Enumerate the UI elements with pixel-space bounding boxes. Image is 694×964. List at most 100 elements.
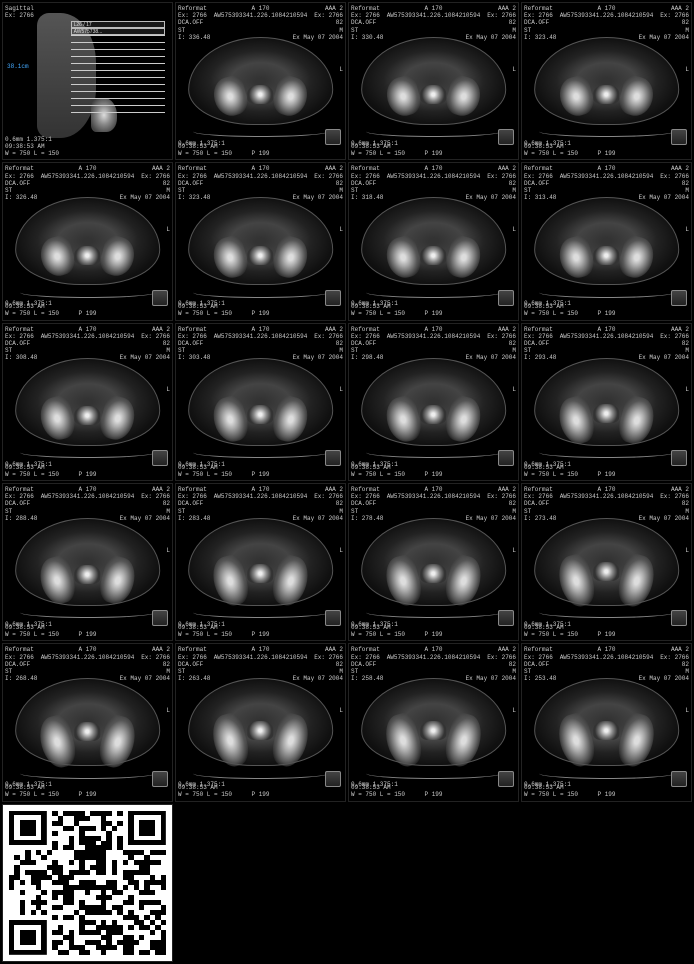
- slice-meta-bl: 09:38:53 AMW = 750 L = 150: [178, 143, 232, 157]
- ct-axial-image: [361, 678, 507, 766]
- slice-meta-bl: 09:38:53 AMW = 750 L = 150: [351, 143, 405, 157]
- table-curve: [193, 768, 328, 779]
- ct-slice-cell[interactable]: ReformatEx: 2766DCA.OFFSTI: 318.48 A 170…: [348, 162, 519, 320]
- slice-meta-tr: AAA 2Ex: 276682MEx May 07 2004: [639, 326, 689, 362]
- ct-slice-cell[interactable]: ReformatEx: 2766DCA.OFFSTI: 298.48 A 170…: [348, 323, 519, 481]
- table-curve: [539, 126, 674, 137]
- orientation-marker-right: L: [512, 386, 516, 393]
- ct-slice-cell[interactable]: ReformatEx: 2766DCA.OFFSTI: 293.48 A 170…: [521, 323, 692, 481]
- ct-slice-cell[interactable]: ReformatEx: 2766DCA.OFFSTI: 273.48 A 170…: [521, 483, 692, 641]
- table-curve: [193, 607, 328, 618]
- ct-slice-cell[interactable]: ReformatEx: 2766DCA.OFFSTI: 313.48 A 170…: [521, 162, 692, 320]
- orientation-cube-icon: [325, 771, 341, 787]
- slice-position: P 199: [78, 791, 96, 798]
- slice-reference-lines: L26 / 17 AW575738...: [71, 21, 166, 119]
- table-curve: [20, 447, 155, 458]
- table-curve: [539, 447, 674, 458]
- ct-slice-cell[interactable]: ReformatEx: 2766DCA.OFFSTI: 253.48 A 170…: [521, 643, 692, 801]
- slice-meta-tr: AAA 2Ex: 276682MEx May 07 2004: [120, 165, 170, 201]
- ct-slice-cell[interactable]: ReformatEx: 2766DCA.OFFSTI: 336.48 A 170…: [175, 2, 346, 160]
- orientation-cube-icon: [152, 771, 168, 787]
- slice-meta-bl: 09:38:53 AMW = 750 L = 150: [524, 624, 578, 638]
- orientation-marker-right: L: [339, 66, 343, 73]
- table-curve: [20, 768, 155, 779]
- ct-slice-cell[interactable]: ReformatEx: 2766DCA.OFFSTI: 323.48 A 170…: [175, 162, 346, 320]
- ct-slice-cell[interactable]: ReformatEx: 2766DCA.OFFSTI: 258.48 A 170…: [348, 643, 519, 801]
- slice-meta-tl: ReformatEx: 2766DCA.OFFSTI: 288.48: [5, 486, 37, 522]
- slice-meta-tl: ReformatEx: 2766DCA.OFFSTI: 253.48: [524, 646, 556, 682]
- ct-slice-cell[interactable]: ReformatEx: 2766DCA.OFFSTI: 278.48 A 170…: [348, 483, 519, 641]
- table-curve: [193, 447, 328, 458]
- orientation-cube-icon: [325, 610, 341, 626]
- orientation-marker-right: L: [512, 66, 516, 73]
- table-curve: [539, 607, 674, 618]
- slice-meta-tl: ReformatEx: 2766DCA.OFFSTI: 278.48: [351, 486, 383, 522]
- slice-meta-bl: 09:38:53 AMW = 750 L = 150: [524, 143, 578, 157]
- slice-position: P 199: [251, 471, 269, 478]
- orientation-cube-icon: [671, 450, 687, 466]
- slice-meta-tr: AAA 2Ex: 276682MEx May 07 2004: [466, 326, 516, 362]
- slice-meta-tr: AAA 2Ex: 276682MEx May 07 2004: [293, 5, 343, 41]
- ct-slice-cell[interactable]: ReformatEx: 2766DCA.OFFSTI: 283.48 A 170…: [175, 483, 346, 641]
- orientation-cube-icon: [325, 290, 341, 306]
- ct-axial-image: [361, 518, 507, 606]
- slice-position: P 199: [424, 150, 442, 157]
- ct-axial-image: [534, 198, 680, 286]
- ct-axial-image: [534, 358, 680, 446]
- orientation-marker-right: L: [339, 226, 343, 233]
- ct-axial-image: [15, 198, 161, 286]
- ct-axial-image: [361, 198, 507, 286]
- orientation-cube-icon: [498, 610, 514, 626]
- orientation-cube-icon: [498, 450, 514, 466]
- orientation-marker-right: L: [339, 707, 343, 714]
- slice-meta-tl: ReformatEx: 2766DCA.OFFSTI: 268.48: [5, 646, 37, 682]
- orientation-cube-icon: [152, 610, 168, 626]
- sagittal-image: 38.1cm L26 / 17 AW575738...: [3, 13, 172, 138]
- slice-meta-bl: 09:38:53 AMW = 750 L = 150: [178, 303, 232, 317]
- slice-position: P 199: [597, 791, 615, 798]
- slice-meta-tl: ReformatEx: 2766DCA.OFFSTI: 283.48: [178, 486, 210, 522]
- slice-position: P 199: [78, 310, 96, 317]
- slice-meta-tl: ReformatEx: 2766DCA.OFFSTI: 298.48: [351, 326, 383, 362]
- slice-meta-tr: AAA 2Ex: 276682MEx May 07 2004: [293, 165, 343, 201]
- slice-meta-tl: ReformatEx: 2766DCA.OFFSTI: 336.48: [178, 5, 210, 41]
- slice-meta-bl: 09:38:53 AMW = 750 L = 150: [178, 464, 232, 478]
- slice-meta-tr: AAA 2Ex: 276682MEx May 07 2004: [639, 165, 689, 201]
- slice-meta-bl: 09:38:53 AMW = 750 L = 150: [351, 464, 405, 478]
- slice-meta-tl: ReformatEx: 2766DCA.OFFSTI: 326.48: [5, 165, 37, 201]
- ct-slice-cell[interactable]: ReformatEx: 2766DCA.OFFSTI: 330.48 A 170…: [348, 2, 519, 160]
- ct-slice-cell[interactable]: ReformatEx: 2766DCA.OFFSTI: 288.48 A 170…: [2, 483, 173, 641]
- slice-meta-bl: 09:38:53 AMW = 750 L = 150: [524, 464, 578, 478]
- orientation-marker-right: L: [685, 386, 689, 393]
- slice-meta-bl: 09:38:53 AMW = 750 L = 150: [5, 464, 59, 478]
- sagittal-wl: 0.6mm 1.375:109:38:53 AMW = 750 L = 150: [5, 136, 59, 158]
- ct-slice-cell[interactable]: ReformatEx: 2766DCA.OFFSTI: 323.48 A 170…: [521, 2, 692, 160]
- orientation-cube-icon: [498, 129, 514, 145]
- table-curve: [539, 287, 674, 298]
- ct-axial-image: [188, 518, 334, 606]
- slice-position: P 199: [78, 631, 96, 638]
- slice-meta-tr: AAA 2Ex: 276682MEx May 07 2004: [466, 165, 516, 201]
- orientation-marker-right: L: [339, 547, 343, 554]
- ct-slice-cell[interactable]: ReformatEx: 2766DCA.OFFSTI: 263.48 A 170…: [175, 643, 346, 801]
- slice-position: P 199: [251, 150, 269, 157]
- ct-slice-cell[interactable]: ReformatEx: 2766DCA.OFFSTI: 326.48 A 170…: [2, 162, 173, 320]
- slice-meta-tr: AAA 2Ex: 276682MEx May 07 2004: [639, 486, 689, 522]
- slice-meta-tr: AAA 2Ex: 276682MEx May 07 2004: [639, 646, 689, 682]
- table-curve: [366, 126, 501, 137]
- orientation-marker-right: L: [685, 226, 689, 233]
- slice-position: P 199: [424, 631, 442, 638]
- slice-meta-tr: AAA 2Ex: 276682MEx May 07 2004: [466, 486, 516, 522]
- slice-meta-tl: ReformatEx: 2766DCA.OFFSTI: 313.48: [524, 165, 556, 201]
- sagittal-scout-cell[interactable]: SagittalEx: 2766 38.1cm L26 / 17 AW57573…: [2, 2, 173, 160]
- slice-meta-tl: ReformatEx: 2766DCA.OFFSTI: 303.48: [178, 326, 210, 362]
- ct-slice-cell[interactable]: ReformatEx: 2766DCA.OFFSTI: 308.48 A 170…: [2, 323, 173, 481]
- slice-meta-tr: AAA 2Ex: 276682MEx May 07 2004: [120, 646, 170, 682]
- orientation-marker-right: L: [685, 547, 689, 554]
- orientation-marker-right: L: [166, 547, 170, 554]
- slice-meta-bl: 09:38:53 AMW = 750 L = 150: [5, 624, 59, 638]
- ct-slice-cell[interactable]: ReformatEx: 2766DCA.OFFSTI: 303.48 A 170…: [175, 323, 346, 481]
- qr-code-cell[interactable]: [2, 804, 173, 962]
- ct-slice-cell[interactable]: ReformatEx: 2766DCA.OFFSTI: 268.48 A 170…: [2, 643, 173, 801]
- ct-axial-image: [188, 358, 334, 446]
